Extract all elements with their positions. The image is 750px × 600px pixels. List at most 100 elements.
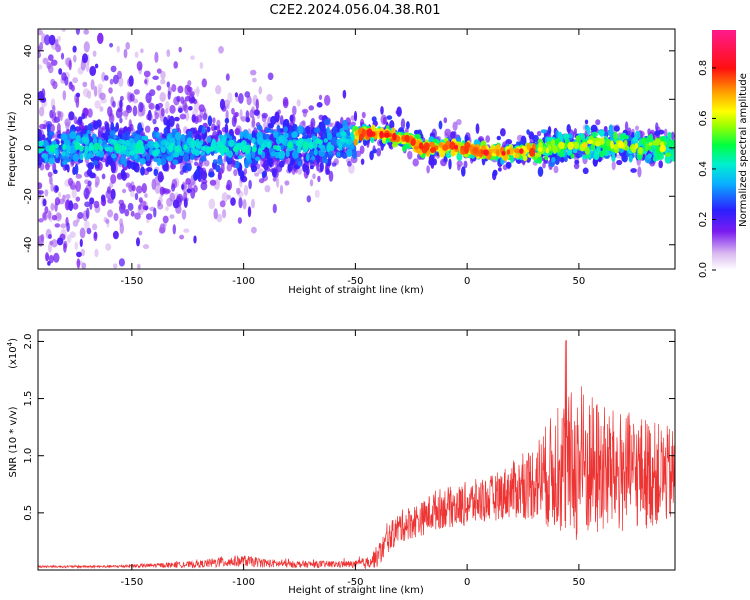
heatmap-cell (129, 150, 135, 156)
heatmap-cell (656, 152, 661, 160)
heatmap-cell (42, 57, 49, 65)
heatmap-cell (42, 198, 47, 207)
heatmap-cell (109, 78, 114, 85)
heatmap-cell (240, 116, 247, 122)
heatmap-cell (585, 153, 591, 159)
heatmap-cell (171, 84, 177, 92)
heatmap-cell (62, 194, 66, 202)
heatmap-cell (670, 131, 675, 140)
heatmap-cell (557, 131, 563, 140)
heatmap-cell (291, 131, 298, 139)
heatmap-cell (87, 108, 93, 118)
heatmap-cell (550, 139, 556, 147)
heatmap-cell (199, 62, 204, 69)
heatmap-cell (74, 163, 79, 175)
heatmap-cell (69, 131, 77, 140)
heatmap-cell (48, 234, 52, 239)
heatmap-cell (81, 112, 86, 120)
heatmap-cell (297, 125, 304, 135)
heatmap-cell (104, 75, 109, 81)
heatmap-cell (319, 144, 326, 150)
heatmap-cell (652, 140, 657, 146)
heatmap-cell (208, 198, 216, 210)
heatmap-cell (130, 191, 135, 198)
heatmap-cell (144, 79, 148, 85)
heatmap-cell (309, 179, 314, 187)
heatmap-cell (463, 160, 468, 169)
heatmap-cell (251, 137, 256, 144)
heatmap-cell (142, 244, 150, 250)
heatmap-cell (221, 192, 229, 203)
heatmap-cell (311, 155, 316, 161)
heatmap-cell (53, 116, 61, 123)
heatmap-cell (90, 79, 95, 91)
heatmap-cell (201, 126, 206, 134)
heatmap-cell (386, 115, 393, 120)
heatmap-cell (366, 128, 373, 138)
heatmap-cell (492, 169, 498, 177)
heatmap-cell (371, 116, 377, 122)
heatmap-cell (124, 209, 130, 217)
heatmap-cell (178, 107, 183, 113)
heatmap-cell (613, 144, 618, 151)
heatmap-cell (38, 64, 43, 70)
heatmap-cell (654, 130, 661, 136)
snr-frame (37, 329, 676, 571)
heatmap-cell (145, 153, 151, 162)
heatmap-cell (285, 150, 290, 158)
heatmap-cell (152, 130, 157, 139)
heatmap-cell (567, 141, 574, 150)
heatmap-cell (44, 34, 51, 46)
heatmap-cell (505, 161, 512, 169)
heatmap-cell (93, 85, 98, 97)
heatmap-cell (346, 148, 353, 158)
heatmap-cell (185, 178, 192, 185)
heatmap-cell (251, 198, 255, 209)
heatmap-cell (287, 142, 294, 149)
heatmap-cell (58, 191, 62, 198)
heatmap-cell (552, 145, 558, 154)
heatmap-cell (144, 143, 149, 150)
heatmap-cell (112, 100, 116, 108)
figure-title: C2E2.2024.056.04.38.R01 (269, 3, 440, 18)
heatmap-cell (187, 130, 193, 138)
heatmap-cell (72, 219, 79, 227)
heatmap-cell (183, 198, 188, 208)
colorbar-tick-label: 0.0 (698, 262, 709, 278)
heatmap-cell (558, 141, 565, 149)
heatmap-cell (62, 90, 67, 101)
heatmap-cell (261, 151, 266, 159)
heatmap-cell (518, 140, 525, 147)
heatmap-cell (406, 121, 410, 130)
x-tick-label: -50 (347, 276, 363, 287)
heatmap-cell (94, 100, 101, 109)
heatmap-cell (151, 178, 157, 191)
heatmap-cell (110, 65, 117, 73)
snr-y-label: SNR (10 * v/v) (8, 406, 19, 477)
heatmap-cell (246, 95, 252, 106)
heatmap-cell (318, 94, 323, 101)
heatmap-cell (165, 206, 169, 212)
heatmap-cell (88, 172, 96, 179)
heatmap-cell (204, 160, 210, 167)
heatmap-cell (234, 111, 239, 118)
heatmap-cell (226, 194, 231, 200)
heatmap-cell (76, 258, 81, 269)
heatmap-cell (86, 130, 91, 135)
snr-x-label: Height of straight line (km) (288, 585, 424, 596)
heatmap-cell (201, 78, 207, 88)
heatmap-cell (586, 139, 594, 145)
heatmap-cell (273, 131, 279, 139)
heatmap-cell (231, 159, 236, 166)
heatmap-cell (54, 197, 61, 206)
heatmap-cell (194, 168, 201, 180)
heatmap-cell (51, 214, 58, 221)
heatmap-cell (586, 126, 591, 135)
colorbar-tick-label: 0.8 (698, 60, 709, 76)
heatmap-cell (242, 199, 247, 210)
heatmap-cell (107, 209, 114, 218)
heatmap-cell (81, 262, 87, 269)
heatmap-cell (85, 207, 90, 219)
heatmap-cell (342, 89, 347, 99)
